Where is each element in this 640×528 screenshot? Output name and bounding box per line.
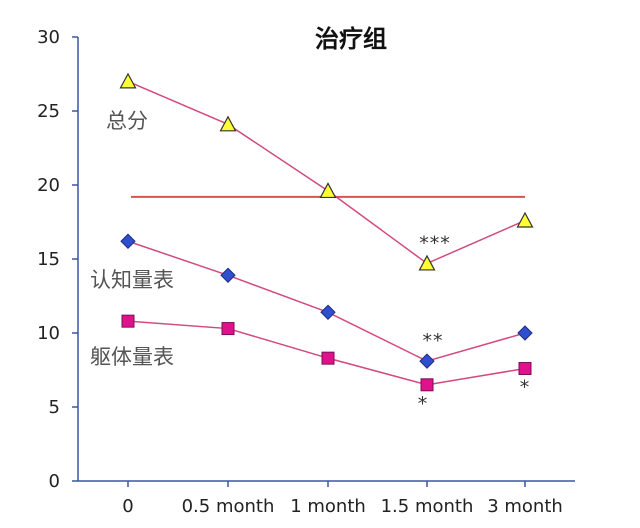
series-label: 总分 (106, 109, 148, 133)
y-tick-label: 15 (37, 249, 60, 270)
x-tick-label: 0 (122, 496, 133, 517)
significance-annotation: *** (419, 232, 451, 254)
x-tick-label: 1 month (290, 496, 366, 517)
diamond-marker (419, 353, 435, 369)
significance-annotation: * (418, 393, 429, 415)
series-line (127, 240, 526, 362)
x-tick-label: 0.5 month (182, 496, 275, 517)
series-line (127, 80, 526, 265)
square-marker (518, 362, 532, 376)
square-marker (420, 378, 434, 392)
y-tick-label: 20 (37, 175, 60, 196)
square-marker (121, 314, 135, 328)
triangle-marker (418, 254, 436, 271)
y-tick-label: 30 (37, 27, 60, 48)
significance-annotation: ** (423, 330, 444, 352)
y-tick-label: 10 (37, 323, 60, 344)
y-tick-label: 25 (37, 101, 60, 122)
series-label: 躯体量表 (90, 345, 174, 369)
chart-title: 治疗组 (315, 25, 387, 53)
diamond-marker (320, 304, 336, 320)
series-label: 认知量表 (90, 268, 174, 292)
square-marker (321, 351, 335, 365)
diamond-marker (120, 233, 136, 249)
triangle-marker (319, 182, 337, 199)
triangle-marker (119, 72, 137, 89)
diamond-marker (220, 267, 236, 283)
square-marker (221, 322, 235, 336)
triangle-marker (516, 211, 534, 228)
significance-annotation: * (520, 377, 531, 399)
x-tick-label: 1.5 month (381, 496, 474, 517)
x-tick-label: 3 month (487, 496, 563, 517)
diamond-marker (517, 325, 533, 341)
y-tick-label: 5 (49, 397, 60, 418)
triangle-marker (219, 115, 237, 132)
y-tick-label: 0 (49, 471, 60, 492)
